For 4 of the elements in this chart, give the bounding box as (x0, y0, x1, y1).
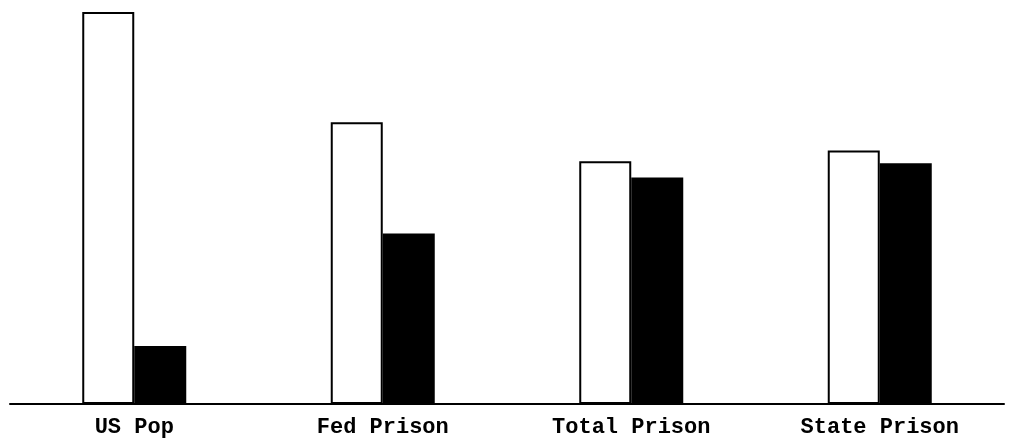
x-tick-label: US Pop (94, 414, 174, 440)
x-tick-label: State Prison (800, 414, 959, 440)
x-tick-label: Fed Prison (316, 414, 449, 440)
x-tick-label: Total Prison (552, 414, 711, 440)
